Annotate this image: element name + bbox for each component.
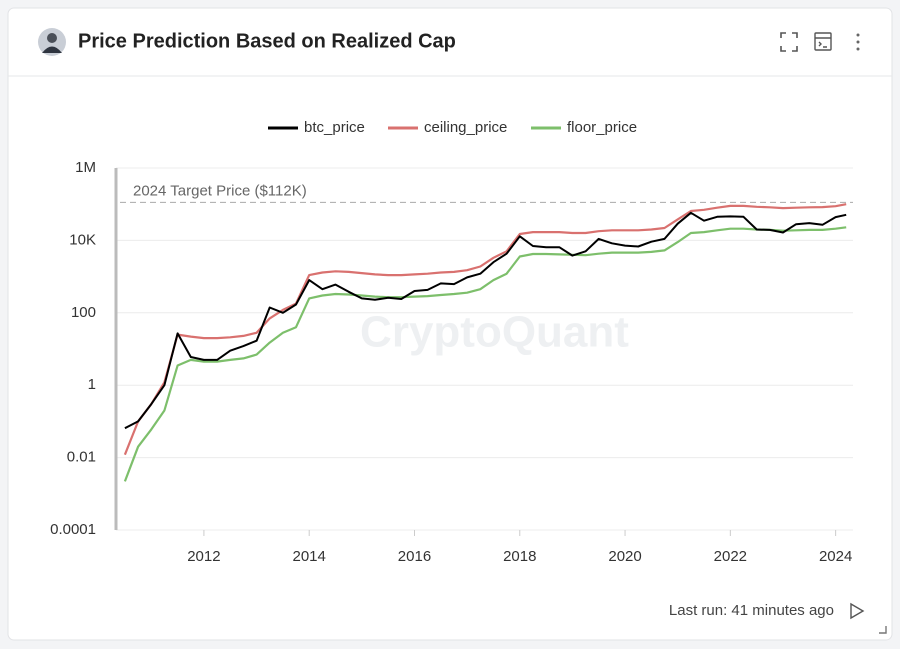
line-ceiling-price [123, 203, 847, 456]
run-button[interactable] [850, 602, 865, 620]
card [7, 7, 893, 641]
y-tick-label: 100 [71, 304, 96, 321]
legend-label: ceiling_price [424, 119, 507, 136]
x-tick-label: 2018 [503, 548, 536, 565]
legend-label: btc_price [304, 119, 365, 136]
card-title: Price Prediction Based on Realized Cap [78, 30, 456, 52]
menu-icon[interactable] [856, 33, 860, 51]
target-label: 2024 Target Price ($112K) [133, 182, 307, 199]
resize-handle[interactable] [879, 626, 887, 634]
legend-label: floor_price [567, 119, 637, 136]
x-tick-label: 2024 [819, 548, 852, 565]
chart: CryptoQuant 0.0001 0.01 1 100 10K 1M 2012 2014 20… [50, 119, 853, 565]
line-floor-price [123, 226, 847, 482]
last-run: Last run: 41 minutes ago [669, 602, 834, 619]
line-btc-price [124, 211, 847, 430]
x-tick-label: 2012 [187, 548, 220, 565]
y-tick-label: 0.0001 [50, 521, 96, 538]
x-tick-label: 2022 [714, 548, 747, 565]
y-tick-label: 0.01 [67, 449, 96, 466]
x-tick-label: 2020 [608, 548, 641, 565]
watermark: CryptoQuant [360, 308, 629, 357]
y-tick-label: 10K [69, 231, 96, 248]
query-icon[interactable] [814, 32, 832, 51]
x-tick-label: 2014 [293, 548, 326, 565]
avatar-head [47, 33, 57, 43]
x-tick-label: 2016 [398, 548, 431, 565]
y-tick-label: 1M [75, 159, 96, 176]
avatar-body [42, 46, 62, 53]
y-tick-label: 1 [88, 376, 96, 393]
fullscreen-icon[interactable] [780, 32, 798, 52]
